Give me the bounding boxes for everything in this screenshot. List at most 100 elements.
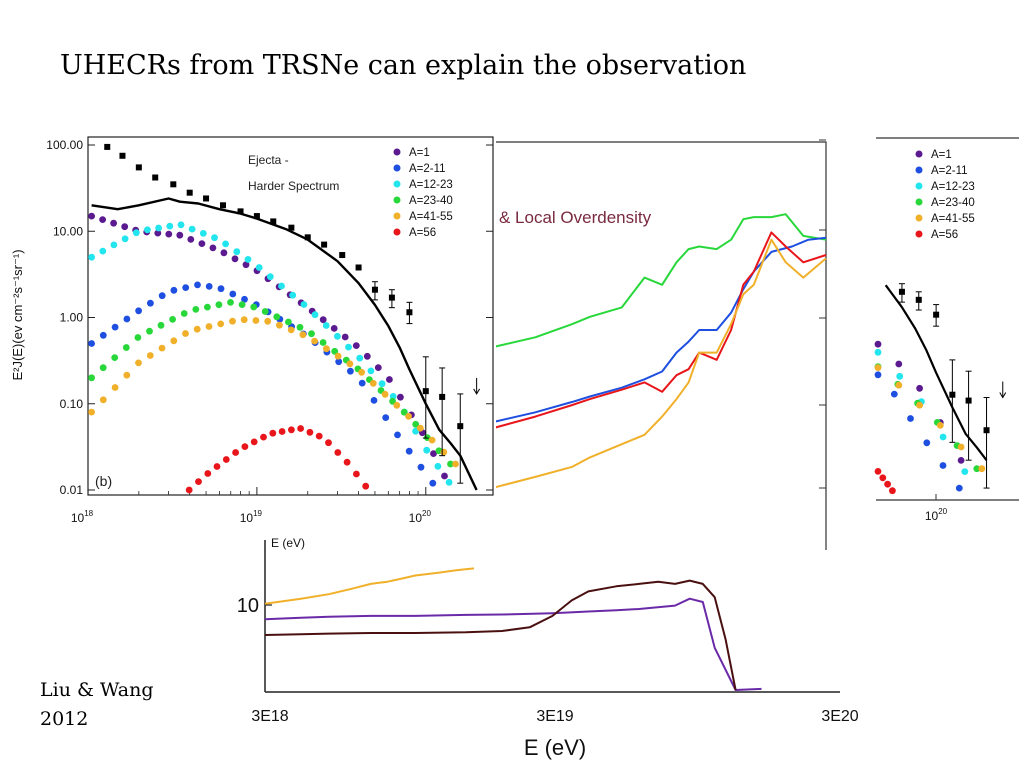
data-point	[299, 331, 307, 339]
right-legend-entry-marker	[915, 214, 923, 222]
citation-year: 2012	[40, 708, 89, 730]
bottom-small-xlabel: E (eV)	[271, 536, 305, 550]
data-point	[231, 255, 239, 263]
data-point	[154, 229, 162, 237]
data-square	[422, 388, 429, 395]
data-point	[170, 286, 178, 294]
data-point	[306, 428, 314, 436]
right-data-square	[965, 397, 972, 404]
data-point	[362, 482, 370, 490]
data-point	[209, 244, 217, 252]
data-point	[242, 261, 250, 269]
data-point	[405, 412, 412, 420]
data-square	[186, 189, 193, 196]
data-point	[135, 307, 143, 315]
data-point	[278, 282, 285, 290]
data-point	[99, 364, 107, 372]
right-data-point	[879, 474, 887, 482]
data-point	[198, 240, 206, 248]
data-point	[241, 443, 249, 450]
middle-line-blue	[494, 236, 827, 423]
left-xtick-exp: 18	[84, 509, 93, 518]
data-point	[311, 337, 318, 345]
middle-frame	[495, 141, 827, 550]
data-point	[217, 285, 225, 293]
data-square	[288, 224, 295, 231]
data-square	[371, 286, 378, 293]
middle-line-red	[494, 231, 827, 429]
slide-title: UHECRs from TRSNe can explain the observ…	[60, 50, 747, 81]
data-point	[204, 303, 211, 311]
data-square	[220, 202, 227, 209]
right-data-square	[983, 427, 990, 434]
data-point	[353, 470, 360, 478]
left-ytick-label: 0.01	[60, 483, 84, 497]
right-legend-entry-marker	[915, 230, 923, 238]
data-square	[104, 143, 111, 150]
data-point	[252, 317, 260, 324]
data-point	[445, 478, 453, 486]
data-square	[253, 213, 260, 220]
right-data-point	[896, 372, 904, 380]
data-point	[311, 311, 319, 319]
data-square	[321, 241, 328, 248]
right-data-point	[936, 422, 944, 429]
data-point	[99, 247, 107, 255]
data-point	[180, 310, 188, 317]
data-point	[222, 240, 230, 248]
data-point	[111, 384, 119, 391]
middle-panel: & Local Overdensity	[490, 139, 827, 550]
panel-label-b: (b)	[95, 473, 112, 489]
data-point	[194, 281, 201, 289]
left-xtick-exp: 19	[253, 509, 262, 518]
legend-entry-label: A=2-11	[409, 163, 446, 175]
data-point	[222, 456, 230, 463]
data-square	[135, 164, 142, 171]
data-point	[334, 449, 342, 456]
data-point	[88, 340, 95, 347]
data-point	[367, 367, 375, 375]
data-point	[297, 425, 304, 432]
right-data-point	[939, 433, 947, 441]
data-point	[176, 231, 184, 239]
data-point	[229, 290, 237, 298]
data-point	[182, 330, 189, 337]
data-point	[434, 462, 442, 470]
xtick-3E19: 3E19	[536, 708, 573, 725]
legend-entry-label: A=41-55	[409, 211, 453, 223]
data-point	[182, 284, 190, 291]
data-point	[397, 393, 404, 401]
data-point	[88, 374, 95, 382]
data-point	[381, 390, 389, 398]
data-point	[430, 450, 437, 457]
left-ylabel: E²J(E)(ev cm⁻²s⁻¹sr⁻¹)	[10, 249, 25, 380]
right-legend-entry-label: A=12-23	[931, 181, 975, 193]
legend-entry-label: A=56	[409, 227, 436, 239]
data-square	[237, 208, 244, 215]
series-a-1	[88, 212, 448, 480]
right-data-point	[874, 340, 882, 348]
data-point	[441, 472, 448, 480]
data-point	[195, 478, 202, 485]
right-legend-entry-label: A=56	[931, 229, 958, 241]
data-point	[308, 330, 315, 338]
data-point	[240, 316, 248, 324]
data-square	[355, 264, 362, 271]
right-data-point	[874, 364, 882, 371]
data-point	[261, 308, 269, 315]
data-square	[119, 152, 126, 159]
right-data-point	[890, 390, 898, 398]
legend-entry-label: A=1	[409, 147, 430, 159]
data-point	[288, 426, 295, 434]
data-point	[135, 359, 142, 367]
data-point	[341, 333, 349, 341]
data-point	[99, 331, 107, 339]
data-point	[227, 299, 234, 306]
right-data-point	[874, 348, 882, 356]
bottom-line-purple	[264, 597, 762, 691]
middle-title: & Local Overdensity	[499, 208, 652, 227]
data-point	[429, 479, 437, 487]
legend-entry-marker	[393, 148, 401, 156]
data-point	[273, 313, 281, 321]
right-data-square	[949, 391, 956, 398]
